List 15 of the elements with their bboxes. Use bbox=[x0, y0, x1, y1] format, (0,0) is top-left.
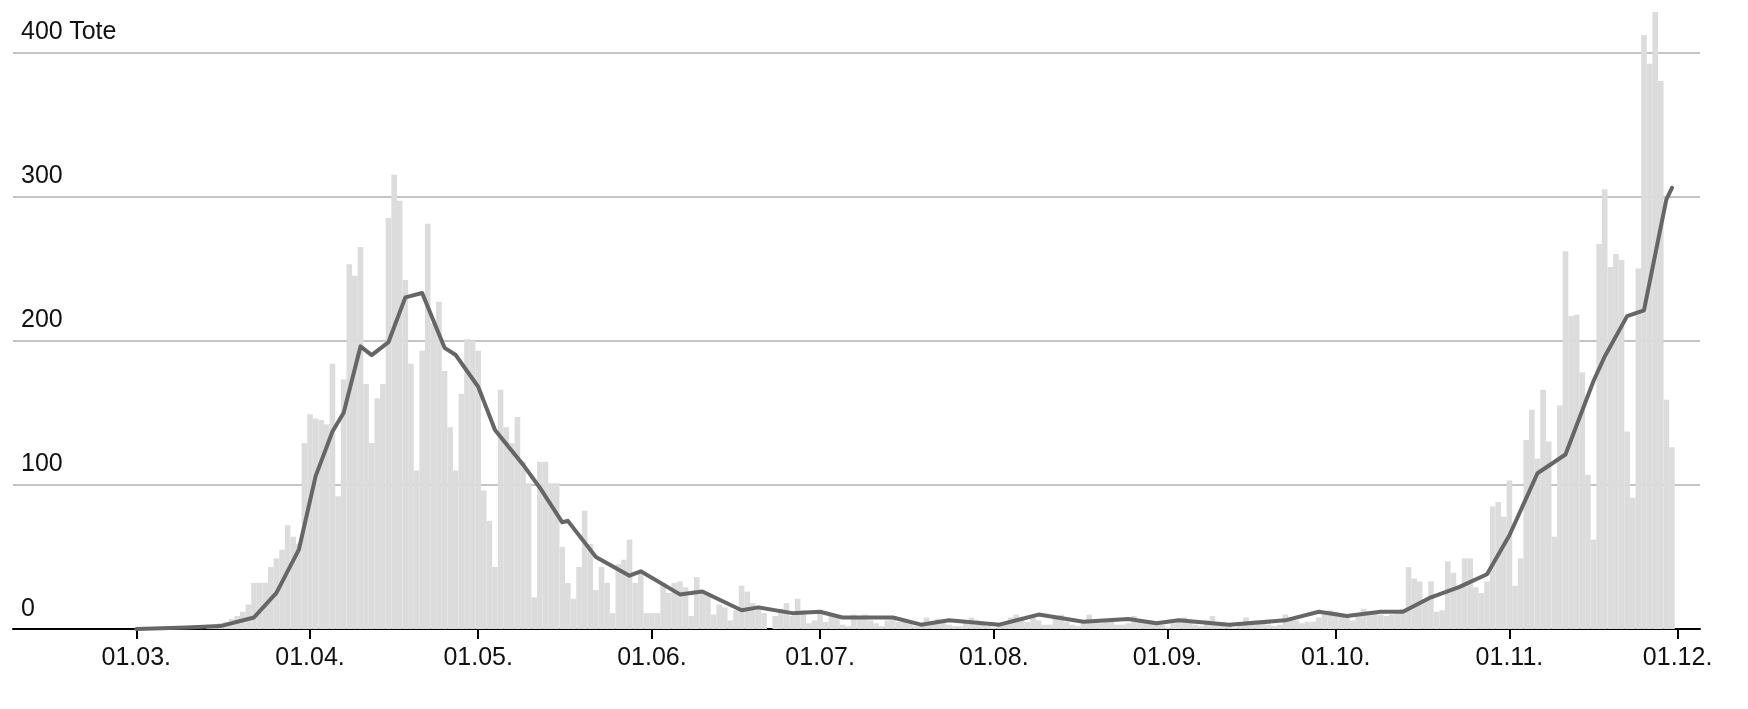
x-tick-label: 01.06. bbox=[617, 641, 687, 670]
x-tick-label: 01.05. bbox=[443, 641, 513, 670]
y-tick-label: 100 bbox=[21, 448, 63, 477]
x-tick-label: 01.08. bbox=[959, 641, 1029, 670]
x-tick-label: 01.07. bbox=[785, 641, 855, 670]
y-tick-label: 200 bbox=[21, 304, 63, 333]
x-tick-label: 01.11. bbox=[1475, 641, 1544, 670]
x-tick-label: 01.03. bbox=[101, 641, 172, 670]
y-tick-label: 0 bbox=[21, 592, 35, 621]
x-tick-label: 01.10. bbox=[1300, 641, 1371, 670]
y-tick-label: 300 bbox=[21, 159, 63, 188]
x-tick-label: 01.12. bbox=[1642, 641, 1713, 670]
x-tick-label: 01.04. bbox=[275, 641, 345, 670]
y-tick-label: 400 Tote bbox=[21, 15, 117, 44]
x-tick-label: 01.09. bbox=[1132, 641, 1203, 670]
